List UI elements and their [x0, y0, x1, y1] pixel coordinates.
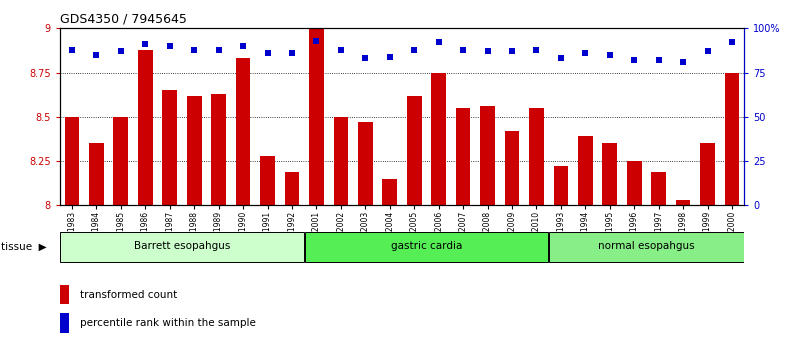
FancyBboxPatch shape — [305, 232, 548, 262]
Point — [603, 52, 616, 58]
Bar — [480, 106, 495, 205]
Point — [115, 48, 127, 54]
Point — [555, 56, 568, 61]
Bar — [358, 122, 373, 205]
Bar — [138, 50, 153, 205]
Bar — [260, 156, 275, 205]
Point — [90, 52, 103, 58]
Bar — [187, 96, 201, 205]
Bar — [211, 94, 226, 205]
Bar — [627, 161, 642, 205]
Point — [481, 48, 494, 54]
Point — [701, 48, 714, 54]
Bar — [676, 200, 690, 205]
Bar — [553, 166, 568, 205]
Point — [213, 47, 225, 52]
Point — [359, 56, 372, 61]
Point — [236, 43, 249, 49]
Bar — [700, 143, 715, 205]
Point — [505, 48, 518, 54]
Point — [139, 41, 151, 47]
Point — [457, 47, 470, 52]
FancyBboxPatch shape — [60, 232, 304, 262]
Text: transformed count: transformed count — [80, 290, 177, 300]
Point — [286, 50, 298, 56]
Bar — [407, 96, 422, 205]
Bar — [309, 28, 324, 205]
Bar — [724, 73, 739, 205]
Point — [408, 47, 420, 52]
Text: normal esopahgus: normal esopahgus — [598, 241, 695, 251]
Point — [384, 54, 396, 59]
Bar — [529, 108, 544, 205]
Point — [334, 47, 347, 52]
Bar — [64, 117, 80, 205]
Text: Barrett esopahgus: Barrett esopahgus — [134, 241, 230, 251]
Bar — [578, 136, 593, 205]
Bar — [89, 143, 103, 205]
Bar — [162, 90, 177, 205]
Bar — [114, 117, 128, 205]
Point — [310, 38, 323, 44]
Bar — [431, 73, 446, 205]
Bar — [456, 108, 470, 205]
Bar — [505, 131, 519, 205]
Point — [530, 47, 543, 52]
FancyBboxPatch shape — [549, 232, 743, 262]
Point — [65, 47, 78, 52]
Bar — [236, 58, 251, 205]
Bar — [603, 143, 617, 205]
Bar — [382, 179, 397, 205]
Point — [188, 47, 201, 52]
Text: GDS4350 / 7945645: GDS4350 / 7945645 — [60, 12, 186, 25]
Point — [677, 59, 689, 65]
Point — [628, 57, 641, 63]
Point — [261, 50, 274, 56]
Point — [163, 43, 176, 49]
Point — [726, 40, 739, 45]
Text: percentile rank within the sample: percentile rank within the sample — [80, 318, 256, 328]
Bar — [651, 172, 666, 205]
Point — [652, 57, 665, 63]
Point — [579, 50, 591, 56]
Text: gastric cardia: gastric cardia — [391, 241, 462, 251]
Text: tissue  ▶: tissue ▶ — [1, 242, 46, 252]
Bar — [334, 117, 348, 205]
Point — [432, 40, 445, 45]
Bar — [285, 172, 299, 205]
